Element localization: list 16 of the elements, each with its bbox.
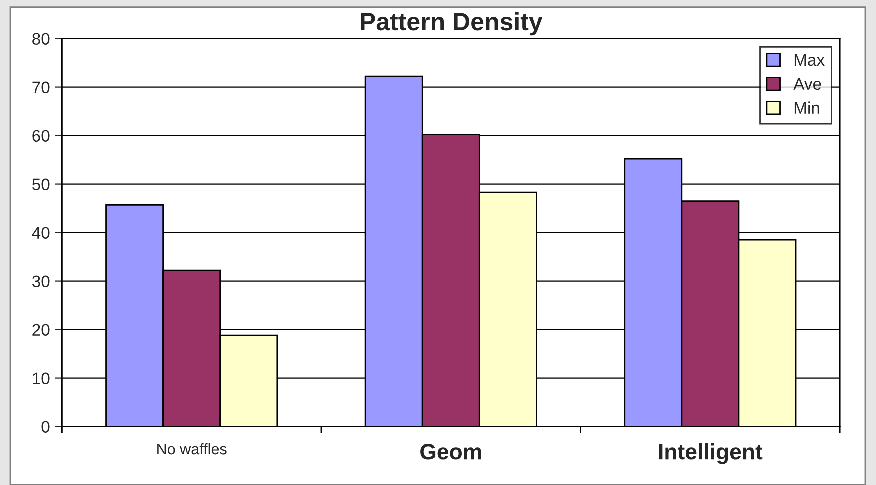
y-tick-label: 20 [32, 324, 50, 336]
y-tick-label: 60 [32, 130, 50, 142]
y-tick-label: 50 [32, 178, 50, 191]
legend-label: Ave [794, 78, 822, 90]
y-tick-label: 80 [32, 33, 50, 46]
x-tick-label: No waffles [158, 443, 227, 455]
y-tick-label: 70 [32, 82, 50, 94]
x-tick-label: Intelligent [659, 443, 763, 464]
y-tick-label: 0 [42, 421, 50, 434]
chart-title: Pattern Density [361, 12, 543, 36]
y-tick-label: 40 [32, 227, 50, 240]
y-tick-label: 30 [32, 276, 50, 288]
legend-label: Max [794, 54, 825, 66]
y-tick-label: 10 [33, 372, 50, 385]
x-tick-label: Geom [420, 444, 482, 460]
legend-label: Min [794, 102, 820, 114]
